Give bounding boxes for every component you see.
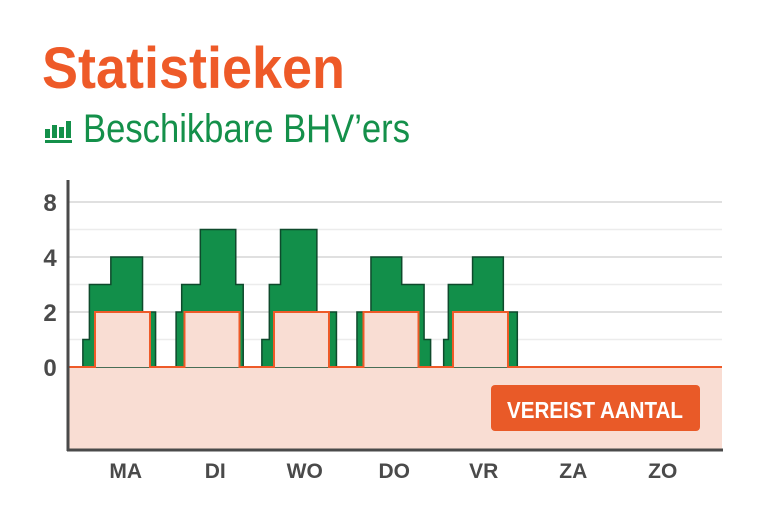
- y-axis-ticks: 0 2 4 8: [43, 190, 57, 382]
- legend-badge[interactable]: [491, 385, 700, 431]
- legend-label: VEREIST AANTAL: [507, 397, 683, 423]
- x-tick-label: DI: [205, 460, 226, 483]
- bar-chart-icon: [45, 121, 72, 143]
- x-tick-label: WO: [287, 460, 323, 483]
- y-tick-label: 8: [43, 190, 56, 217]
- legend-required-count[interactable]: VEREIST AANTAL: [491, 385, 700, 431]
- x-tick-label: MA: [109, 460, 142, 483]
- x-tick-label: ZO: [648, 460, 677, 483]
- x-tick-label: VR: [469, 460, 498, 483]
- series-required-line: [68, 311, 722, 368]
- page-title: Statistieken: [42, 36, 345, 101]
- series-required-area: [68, 312, 722, 367]
- x-tick-label: DO: [379, 460, 411, 483]
- plot-area: [68, 228, 722, 368]
- x-axis-ticks: MA DI WO DO VR ZA ZO: [109, 460, 677, 483]
- y-tick-label: 2: [43, 300, 56, 327]
- y-tick-label: 4: [43, 245, 57, 272]
- x-tick-label: ZA: [559, 460, 587, 483]
- chart-subtitle: Beschikbare BHV’ers: [83, 107, 410, 151]
- y-tick-label: 0: [43, 355, 56, 382]
